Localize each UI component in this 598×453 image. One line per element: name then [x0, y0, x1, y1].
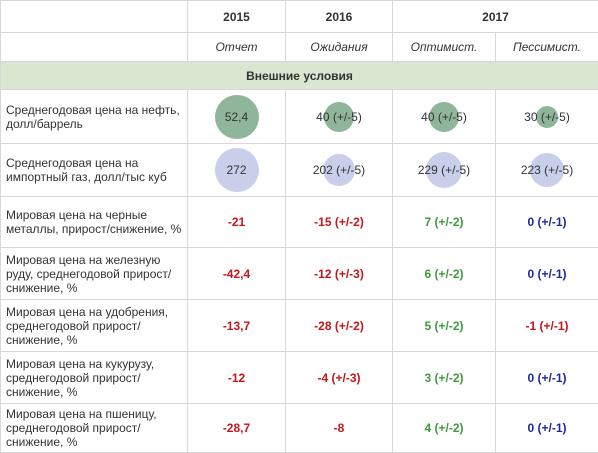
data-row: Среднегодовая цена на нефть, долл/баррел…: [1, 90, 598, 144]
data-row: Среднегодовая цена на импортный газ, дол…: [1, 144, 598, 197]
value-cell: 30 (+/-5): [496, 90, 598, 144]
value-cell: -12: [188, 352, 286, 404]
cell-value: 0 (+/-1): [528, 215, 567, 229]
value-cell: 272: [188, 144, 286, 197]
data-row: Мировая цена на кукурузу, среднегодовой …: [1, 352, 598, 404]
value-cell: 40 (+/-5): [393, 90, 496, 144]
cell-value: -8: [334, 421, 345, 435]
scenario-row: Отчет Ожидания Оптимист. Пессимист.: [1, 33, 598, 62]
value-cell: -1 (+/-1): [496, 300, 598, 352]
value-cell: -42,4: [188, 248, 286, 300]
cell-value: -21: [228, 215, 245, 229]
cell-value: 5 (+/-2): [424, 319, 463, 333]
row-label: Мировая цена на черные металлы, прирост/…: [1, 197, 188, 248]
value-cell: 40 (+/-5): [286, 90, 393, 144]
value-cell: -21: [188, 197, 286, 248]
value-cell: 0 (+/-1): [496, 352, 598, 404]
value-cell: -8: [286, 404, 393, 453]
cell-value: -4 (+/-3): [317, 371, 360, 385]
value-cell: -4 (+/-3): [286, 352, 393, 404]
value-cell: -12 (+/-3): [286, 248, 393, 300]
cell-value: -42,4: [223, 267, 250, 281]
value-cell: 4 (+/-2): [393, 404, 496, 453]
cell-value: 40 (+/-5): [316, 110, 362, 124]
table-body: Среднегодовая цена на нефть, долл/баррел…: [1, 90, 598, 453]
cell-value: 229 (+/-5): [418, 163, 470, 177]
value-cell: 52,4: [188, 90, 286, 144]
value-cell: 5 (+/-2): [393, 300, 496, 352]
section-title: Внешние условия: [1, 62, 598, 90]
cell-value: 223 (+/-5): [521, 163, 573, 177]
cell-value: -1 (+/-1): [526, 319, 569, 333]
scenario: Пессимист.: [496, 33, 598, 62]
cell-value: 52,4: [225, 110, 248, 124]
cell-value: 30 (+/-5): [524, 110, 570, 124]
data-row: Мировая цена на железную руду, среднегод…: [1, 248, 598, 300]
year: 2016: [286, 1, 393, 33]
row-label: Мировая цена на удобрения, среднегодовой…: [1, 300, 188, 352]
value-cell: 7 (+/-2): [393, 197, 496, 248]
cell-value: 4 (+/-2): [424, 421, 463, 435]
data-row: Мировая цена на удобрения, среднегодовой…: [1, 300, 598, 352]
row-label: Мировая цена на пшеницу, среднегодовой п…: [1, 404, 188, 453]
cell-value: 0 (+/-1): [528, 371, 567, 385]
cell-value: 0 (+/-1): [528, 421, 567, 435]
value-cell: 6 (+/-2): [393, 248, 496, 300]
scenario: Ожидания: [286, 33, 393, 62]
cell-value: 202 (+/-5): [313, 163, 365, 177]
cell-value: -15 (+/-2): [314, 215, 364, 229]
cell-value: 272: [226, 163, 246, 177]
row-label: Среднегодовая цена на импортный газ, дол…: [1, 144, 188, 197]
value-cell: 0 (+/-1): [496, 248, 598, 300]
year-row: 2015 2016 2017: [1, 1, 598, 33]
value-cell: 223 (+/-5): [496, 144, 598, 197]
cell-value: -28,7: [223, 421, 250, 435]
cell-value: -12 (+/-3): [314, 267, 364, 281]
cell-value: -12: [228, 371, 245, 385]
row-label: Среднегодовая цена на нефть, долл/баррел…: [1, 90, 188, 144]
cell-value: 40 (+/-5): [421, 110, 467, 124]
value-cell: 3 (+/-2): [393, 352, 496, 404]
value-cell: -15 (+/-2): [286, 197, 393, 248]
cell-value: -28 (+/-2): [314, 319, 364, 333]
data-row: Мировая цена на черные металлы, прирост/…: [1, 197, 598, 248]
row-label: Мировая цена на железную руду, среднегод…: [1, 248, 188, 300]
value-cell: -28,7: [188, 404, 286, 453]
year: 2017: [393, 1, 598, 33]
cell-value: 3 (+/-2): [424, 371, 463, 385]
value-cell: -28 (+/-2): [286, 300, 393, 352]
scenario: Отчет: [188, 33, 286, 62]
cell-value: -13,7: [223, 319, 250, 333]
cell-value: 0 (+/-1): [528, 267, 567, 281]
cell-value: 7 (+/-2): [424, 215, 463, 229]
value-cell: 202 (+/-5): [286, 144, 393, 197]
scenario: Оптимист.: [393, 33, 496, 62]
value-cell: -13,7: [188, 300, 286, 352]
data-row: Мировая цена на пшеницу, среднегодовой п…: [1, 404, 598, 453]
value-cell: 229 (+/-5): [393, 144, 496, 197]
value-cell: 0 (+/-1): [496, 404, 598, 453]
value-cell: 0 (+/-1): [496, 197, 598, 248]
section-row: Внешние условия: [1, 62, 598, 90]
row-label: Мировая цена на кукурузу, среднегодовой …: [1, 352, 188, 404]
cell-value: 6 (+/-2): [424, 267, 463, 281]
year: 2015: [188, 1, 286, 33]
